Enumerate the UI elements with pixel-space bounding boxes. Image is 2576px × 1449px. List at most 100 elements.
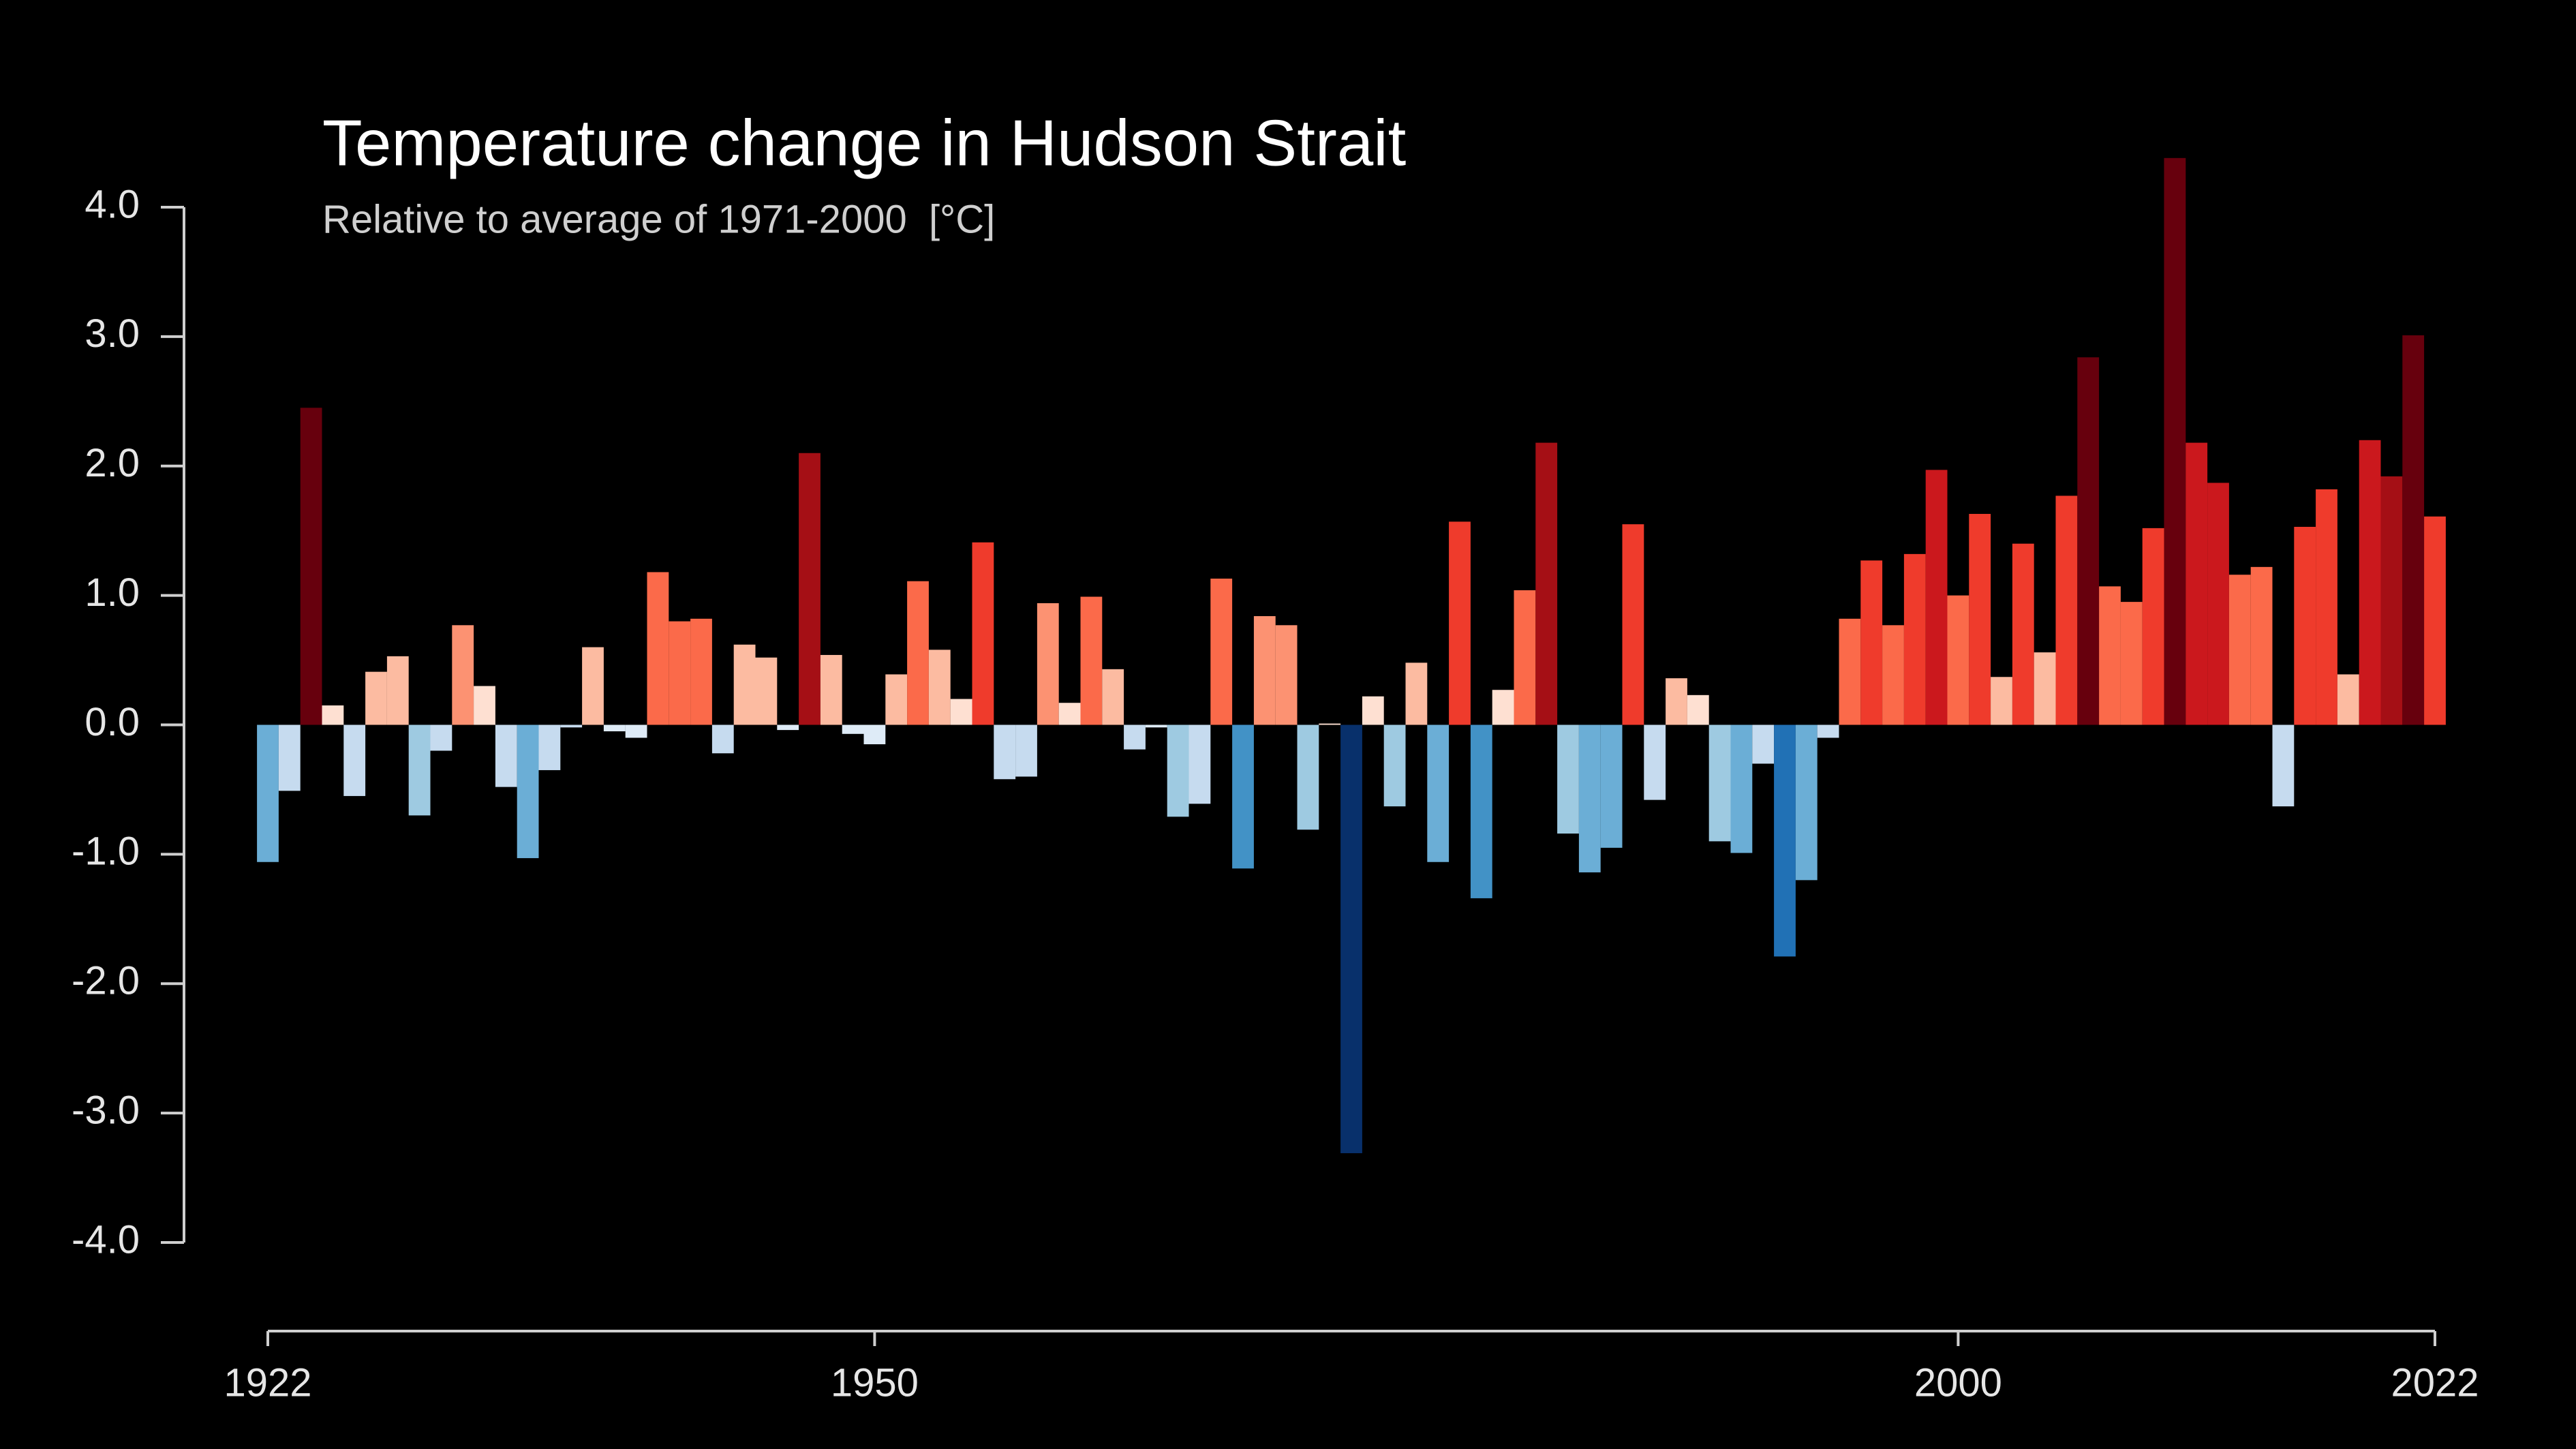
bar bbox=[1514, 590, 1536, 725]
bar bbox=[430, 724, 453, 751]
bar bbox=[1405, 662, 1428, 725]
bar bbox=[1470, 724, 1492, 898]
bar bbox=[777, 724, 799, 731]
bar bbox=[1535, 442, 1558, 725]
bar bbox=[1124, 724, 1146, 750]
bar bbox=[2164, 157, 2186, 725]
bar bbox=[1839, 618, 1861, 725]
bar bbox=[1600, 724, 1623, 848]
bar bbox=[1774, 724, 1796, 957]
bar bbox=[885, 674, 908, 725]
bar bbox=[2250, 566, 2273, 725]
bar bbox=[1275, 625, 1298, 725]
bar bbox=[1015, 724, 1037, 777]
y-tick-label: -1.0 bbox=[72, 829, 140, 874]
bar bbox=[1578, 724, 1601, 872]
bar bbox=[1383, 724, 1406, 807]
bar bbox=[625, 724, 647, 738]
bar bbox=[517, 724, 539, 859]
y-tick-label: 1.0 bbox=[85, 570, 140, 615]
bar bbox=[560, 724, 583, 728]
bar bbox=[603, 724, 626, 731]
bar bbox=[386, 656, 409, 725]
bar bbox=[1058, 703, 1081, 725]
bar bbox=[1449, 521, 1471, 725]
bar bbox=[2337, 674, 2359, 725]
y-tick-label: 0.0 bbox=[85, 700, 140, 744]
bar bbox=[1860, 560, 1883, 725]
bar bbox=[1210, 578, 1233, 725]
bar bbox=[1925, 470, 1948, 725]
y-tick-label: -3.0 bbox=[72, 1088, 140, 1132]
bar bbox=[474, 686, 495, 725]
bar bbox=[1817, 724, 1839, 738]
bar bbox=[1882, 625, 1904, 725]
bar bbox=[1427, 724, 1450, 862]
bar bbox=[1340, 724, 1362, 1153]
bar bbox=[863, 724, 886, 744]
chart-title: Temperature change in Hudson Strait bbox=[322, 106, 1406, 179]
bar bbox=[300, 408, 322, 725]
bar bbox=[1102, 669, 1124, 725]
bar bbox=[538, 724, 561, 770]
y-tick-label: 3.0 bbox=[85, 311, 140, 356]
bar bbox=[278, 724, 301, 791]
bar bbox=[733, 644, 756, 725]
bar bbox=[1362, 696, 1384, 725]
y-tick-label: -4.0 bbox=[72, 1217, 140, 1262]
bar bbox=[799, 453, 821, 725]
bar bbox=[582, 647, 604, 725]
bar bbox=[1730, 724, 1753, 853]
bar bbox=[647, 572, 669, 725]
bar bbox=[1557, 724, 1579, 834]
bar bbox=[2294, 526, 2316, 725]
bar bbox=[1167, 724, 1189, 817]
x-tick-label: 2022 bbox=[2391, 1360, 2479, 1405]
bar bbox=[1622, 524, 1644, 725]
bar bbox=[711, 724, 734, 754]
bar bbox=[994, 724, 1016, 780]
bar bbox=[2316, 489, 2337, 725]
bar bbox=[2120, 602, 2143, 725]
bar bbox=[1319, 723, 1341, 725]
bar bbox=[1969, 514, 1991, 725]
bar bbox=[755, 657, 778, 725]
bar bbox=[1666, 678, 1687, 725]
bar bbox=[1795, 724, 1818, 881]
bar bbox=[2142, 528, 2164, 725]
y-tick-label: -2.0 bbox=[72, 959, 140, 1003]
bar bbox=[2077, 357, 2100, 725]
bar bbox=[907, 581, 929, 725]
bar bbox=[452, 625, 474, 725]
bar bbox=[495, 724, 517, 787]
bar bbox=[1708, 724, 1731, 842]
bar bbox=[408, 724, 431, 816]
y-tick-label: 4.0 bbox=[85, 182, 140, 226]
x-tick-label: 1922 bbox=[224, 1360, 311, 1405]
bar bbox=[1253, 616, 1276, 725]
bar bbox=[1752, 724, 1775, 764]
bar bbox=[2012, 543, 2034, 725]
bar bbox=[690, 618, 712, 725]
chart-subtitle: Relative to average of 1971-2000 [°C] bbox=[322, 197, 995, 241]
bar bbox=[2228, 575, 2251, 725]
bar bbox=[2272, 724, 2295, 807]
bar bbox=[2034, 652, 2056, 725]
bar bbox=[365, 671, 387, 725]
bar bbox=[928, 650, 951, 725]
bar bbox=[1903, 553, 1926, 725]
bar bbox=[2424, 516, 2446, 725]
bar bbox=[820, 654, 842, 725]
bar bbox=[1947, 595, 1969, 725]
bar bbox=[2099, 586, 2121, 725]
bar bbox=[1080, 596, 1103, 725]
bar bbox=[972, 542, 994, 725]
bar bbox=[2380, 476, 2403, 725]
bar bbox=[669, 621, 691, 725]
bar bbox=[343, 724, 366, 796]
x-tick-label: 1950 bbox=[831, 1360, 919, 1405]
bar bbox=[322, 705, 344, 725]
bar bbox=[2207, 483, 2229, 725]
bar bbox=[950, 699, 972, 725]
bar bbox=[2186, 442, 2208, 725]
